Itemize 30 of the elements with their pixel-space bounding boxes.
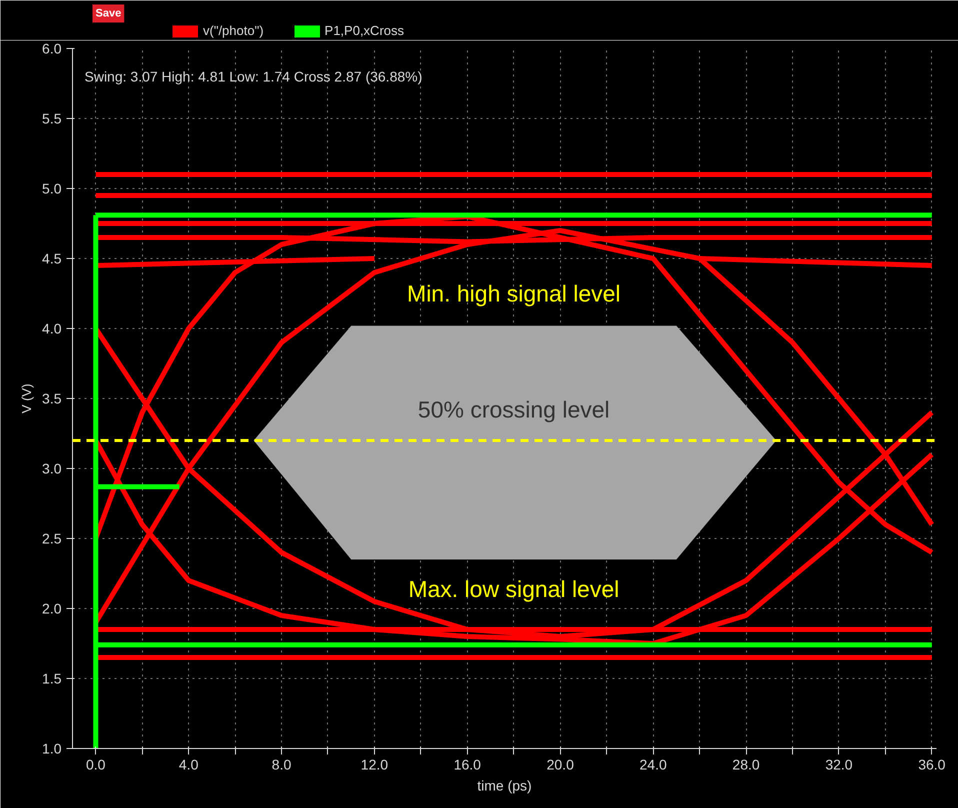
x-tick-label: 0.0 xyxy=(86,756,106,772)
annotation: Max. low signal level xyxy=(408,576,620,602)
text: Save xyxy=(96,8,122,20)
legend-label: P1,P0,xCross xyxy=(324,23,404,38)
x-tick-label: 12.0 xyxy=(360,756,388,772)
y-tick-label: 6.0 xyxy=(42,40,62,56)
x-tick-label: 24.0 xyxy=(640,756,667,772)
y-tick-label: 2.0 xyxy=(42,600,62,616)
y-tick-label: 4.0 xyxy=(42,320,62,336)
y-tick-label: 1.5 xyxy=(42,670,62,686)
y-axis-title: V (V) xyxy=(19,384,34,414)
annotation: Min. high signal level xyxy=(407,280,621,306)
x-tick-label: 32.0 xyxy=(825,756,853,772)
x-tick-label: 20.0 xyxy=(546,756,574,772)
x-tick-label: 36.0 xyxy=(918,756,946,772)
legend-label: v("/photo") xyxy=(203,23,264,38)
y-tick-label: 5.5 xyxy=(42,110,62,126)
annotation: Swing: 3.07 High: 4.81 Low: 1.74 Cross 2.87 (36.88%) xyxy=(84,68,422,84)
y-tick-label: 3.5 xyxy=(42,390,62,406)
x-tick-label: 4.0 xyxy=(178,756,199,772)
y-tick-label: 3.0 xyxy=(42,460,62,476)
x-tick-label: 16.0 xyxy=(454,756,482,772)
annotation: 50% crossing level xyxy=(418,396,610,423)
y-tick-label: 5.0 xyxy=(42,180,62,196)
x-tick-label: 8.0 xyxy=(272,756,292,772)
y-tick-label: 2.5 xyxy=(42,530,62,546)
x-axis-title: time (ps) xyxy=(477,778,532,794)
y-tick-label: 1.0 xyxy=(42,740,62,756)
y-tick-label: 4.5 xyxy=(42,250,62,266)
x-tick-label: 28.0 xyxy=(732,756,760,772)
